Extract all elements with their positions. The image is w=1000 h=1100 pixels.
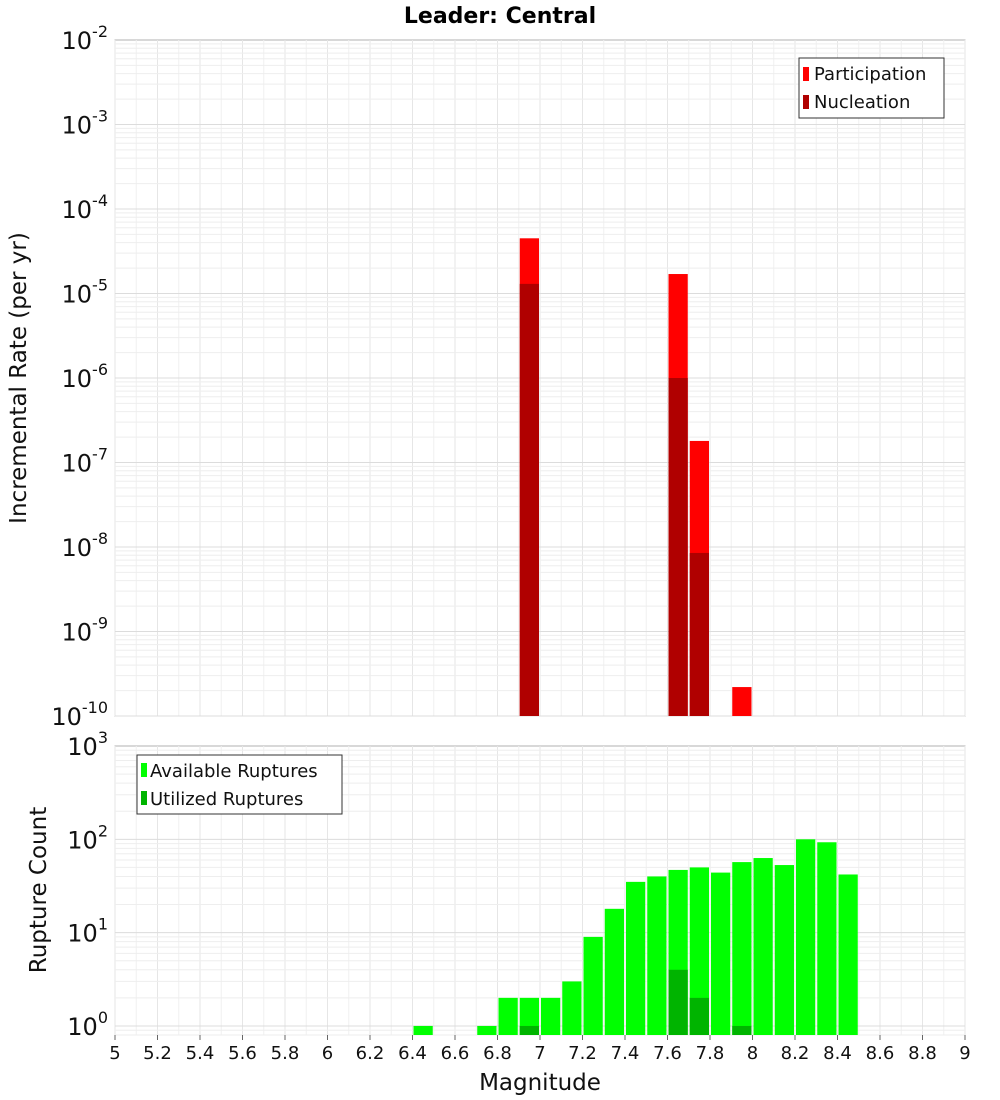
count-available-ruptures-bar — [413, 1025, 433, 1035]
count-y-tick-label: 100 — [67, 1008, 108, 1041]
x-tick-label: 8.4 — [823, 1043, 852, 1064]
count-available-ruptures-bar — [477, 1025, 497, 1035]
count-available-ruptures-bar — [838, 874, 858, 1035]
rate-y-tick-label: 10-8 — [62, 529, 109, 562]
x-axis-label: Magnitude — [479, 1070, 601, 1096]
count-utilized-ruptures-bar — [689, 997, 709, 1035]
rate-gridlines — [114, 40, 966, 717]
count-y-tick-label: 101 — [67, 915, 108, 948]
x-tick-label: 7 — [534, 1043, 545, 1064]
count-utilized-ruptures-bar — [668, 969, 688, 1035]
x-tick-label: 8.2 — [781, 1043, 810, 1064]
rate-legend: Participation Nucleation — [798, 57, 945, 119]
rate-nucleation-bar — [519, 283, 539, 716]
x-tick-label: 7.2 — [568, 1043, 597, 1064]
count-available-ruptures-bar — [796, 839, 816, 1035]
count-legend: Available Ruptures Utilized Ruptures — [136, 754, 343, 815]
rate-y-tick-label: 10-2 — [62, 22, 109, 55]
x-tick-label: 5.6 — [228, 1043, 257, 1064]
count-panel: 100 101 102 103 5 5.2 5.4 5.6 5.8 6 6.2 6.4 6.6 6.8 7… — [26, 728, 971, 1096]
rate-y-tick-label: 10-6 — [62, 360, 109, 393]
rate-y-ticks: 10-10 10-9 10-8 10-7 10-6 10-5 10-4 10-3 10-2 — [51, 22, 108, 731]
count-available-ruptures-bar — [519, 997, 539, 1035]
x-tick-label: 5.2 — [143, 1043, 172, 1064]
count-available-ruptures-bar — [753, 858, 773, 1035]
rate-y-tick-label: 10-3 — [62, 107, 109, 140]
chart-title: Leader: Central — [404, 4, 596, 29]
count-available-ruptures-bar — [817, 842, 837, 1035]
count-utilized-ruptures-bar — [732, 1025, 752, 1035]
rate-nucleation-bar — [689, 552, 709, 716]
x-tick-label: 8 — [747, 1043, 758, 1064]
participation-legend-swatch — [803, 67, 809, 81]
rate-y-tick-label: 10-4 — [62, 191, 109, 224]
rate-y-axis-label: Incremental Rate (per yr) — [6, 232, 32, 524]
count-available-ruptures-bar — [498, 997, 518, 1035]
count-available-ruptures-bar — [626, 881, 646, 1035]
participation-legend-label: Participation — [814, 64, 926, 85]
nucleation-legend-swatch — [803, 95, 809, 109]
rate-nucleation-bar — [668, 378, 688, 716]
x-tick-label: 6.8 — [483, 1043, 512, 1064]
count-available-ruptures-bar — [541, 997, 561, 1035]
rate-panel: 10-10 10-9 10-8 10-7 10-6 10-5 10-4 10-3 10-2 In… — [6, 22, 966, 731]
x-tick-label: 8.6 — [866, 1043, 895, 1064]
count-available-ruptures-bar — [604, 908, 624, 1035]
utilized-legend-label: Utilized Ruptures — [150, 789, 303, 810]
nucleation-legend-label: Nucleation — [814, 92, 910, 113]
x-tick-label: 6 — [322, 1043, 333, 1064]
rate-bars — [519, 238, 752, 717]
rate-y-tick-label: 10-5 — [62, 276, 109, 309]
count-bars — [413, 839, 858, 1035]
available-legend-swatch — [141, 763, 147, 777]
count-y-ticks: 100 101 102 103 — [67, 728, 108, 1041]
x-tick-label: 5 — [109, 1043, 120, 1064]
x-tick-label: 7.4 — [611, 1043, 640, 1064]
rate-y-tick-label: 10-7 — [62, 445, 109, 478]
x-tick-label: 7.8 — [696, 1043, 725, 1064]
count-available-ruptures-bar — [711, 872, 731, 1035]
count-utilized-ruptures-bar — [519, 1025, 539, 1035]
utilized-legend-swatch — [141, 791, 147, 805]
rate-participation-bar — [732, 687, 752, 716]
count-legend-box — [136, 754, 343, 815]
count-available-ruptures-bar — [562, 981, 582, 1035]
x-tick-label: 6.2 — [356, 1043, 385, 1064]
count-y-tick-label: 103 — [67, 728, 108, 761]
rate-y-tick-label: 10-10 — [51, 698, 108, 731]
rate-legend-box — [798, 57, 945, 119]
count-y-tick-label: 102 — [67, 821, 108, 854]
x-tick-label: 5.8 — [271, 1043, 300, 1064]
x-tick-label: 5.4 — [186, 1043, 215, 1064]
count-available-ruptures-bar — [689, 867, 709, 1035]
count-available-ruptures-bar — [774, 865, 794, 1035]
x-tick-label: 8.8 — [908, 1043, 937, 1064]
magnitude-x-ticks: 5 5.2 5.4 5.6 5.8 6 6.2 6.4 6.6 6.8 7 7.2 7.4 7.6 7.8 8… — [109, 1035, 971, 1064]
count-available-ruptures-bar — [647, 876, 667, 1035]
x-tick-label: 6.6 — [441, 1043, 470, 1064]
available-legend-label: Available Ruptures — [150, 761, 318, 782]
x-tick-label: 9 — [959, 1043, 970, 1064]
count-available-ruptures-bar — [732, 862, 752, 1035]
rate-y-tick-label: 10-9 — [62, 614, 109, 647]
count-available-ruptures-bar — [583, 936, 603, 1035]
x-tick-label: 6.4 — [398, 1043, 427, 1064]
count-y-axis-label: Rupture Count — [26, 807, 52, 973]
x-tick-label: 7.6 — [653, 1043, 682, 1064]
